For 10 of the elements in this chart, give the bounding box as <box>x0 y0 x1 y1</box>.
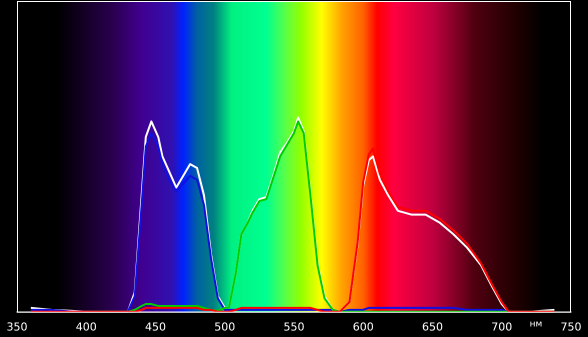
x-tick-label: 600 <box>352 320 374 334</box>
x-tick-label: 350 <box>6 320 28 334</box>
x-tick-label: 550 <box>284 320 304 334</box>
x-tick-label: 400 <box>76 320 97 334</box>
x-tick-label: 500 <box>214 320 236 334</box>
x-tick-label: 650 <box>422 320 443 334</box>
x-axis-title: нм <box>530 320 542 330</box>
x-tick-label: 750 <box>560 320 582 334</box>
x-tick-label: 700 <box>491 320 512 334</box>
x-tick-label: 450 <box>145 320 166 334</box>
